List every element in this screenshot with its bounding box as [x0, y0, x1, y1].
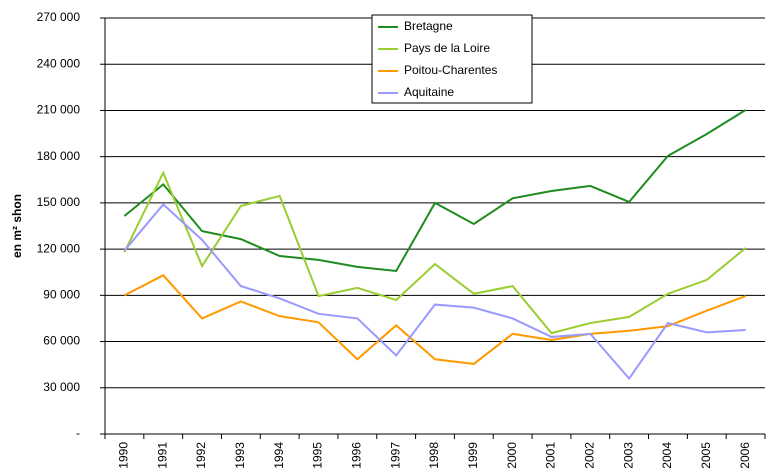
x-tick-label: 2004 — [660, 442, 674, 469]
y-tick-label: 60 000 — [43, 334, 80, 348]
y-tick-label: 180 000 — [37, 149, 81, 163]
y-tick-label: 240 000 — [37, 56, 81, 70]
x-tick-label: 1998 — [427, 442, 441, 469]
x-tick-label: 1992 — [194, 442, 208, 469]
legend-label: Poitou-Charentes — [404, 63, 497, 77]
x-tick-label: 1997 — [388, 442, 402, 469]
y-tick-label: 30 000 — [43, 380, 80, 394]
y-tick-label: 90 000 — [43, 288, 80, 302]
x-tick-label: 1991 — [155, 442, 169, 469]
y-tick-label: 150 000 — [37, 195, 81, 209]
x-tick-label: 1996 — [350, 442, 364, 469]
x-tick-label: 1993 — [233, 442, 247, 469]
x-tick-label: 1995 — [311, 442, 325, 469]
x-tick-label: 1999 — [466, 442, 480, 469]
y-tick-label: 210 000 — [37, 103, 81, 117]
y-tick-label: 270 000 — [37, 10, 81, 24]
series-line — [123, 109, 747, 273]
x-tick-label: 1990 — [117, 442, 131, 469]
legend-label: Aquitaine — [404, 85, 454, 99]
series-line — [123, 170, 747, 335]
x-tick-label: 1994 — [272, 442, 286, 469]
x-tick-label: 2005 — [699, 442, 713, 469]
series-line — [123, 202, 746, 381]
legend-label: Bretagne — [404, 19, 453, 33]
x-tick-label: 2003 — [621, 442, 635, 469]
x-tick-label: 2006 — [738, 442, 752, 469]
y-tick-label: 120 000 — [37, 241, 81, 255]
x-tick-label: 2002 — [582, 442, 596, 469]
series-line — [123, 274, 746, 365]
y-axis-label: en m² shon — [10, 194, 24, 258]
legend-box — [371, 14, 533, 104]
legend-label: Pays de la Loire — [404, 41, 490, 55]
y-tick-label: - — [76, 426, 80, 440]
x-tick-label: 2000 — [505, 442, 519, 469]
x-tick-label: 2001 — [544, 442, 558, 469]
